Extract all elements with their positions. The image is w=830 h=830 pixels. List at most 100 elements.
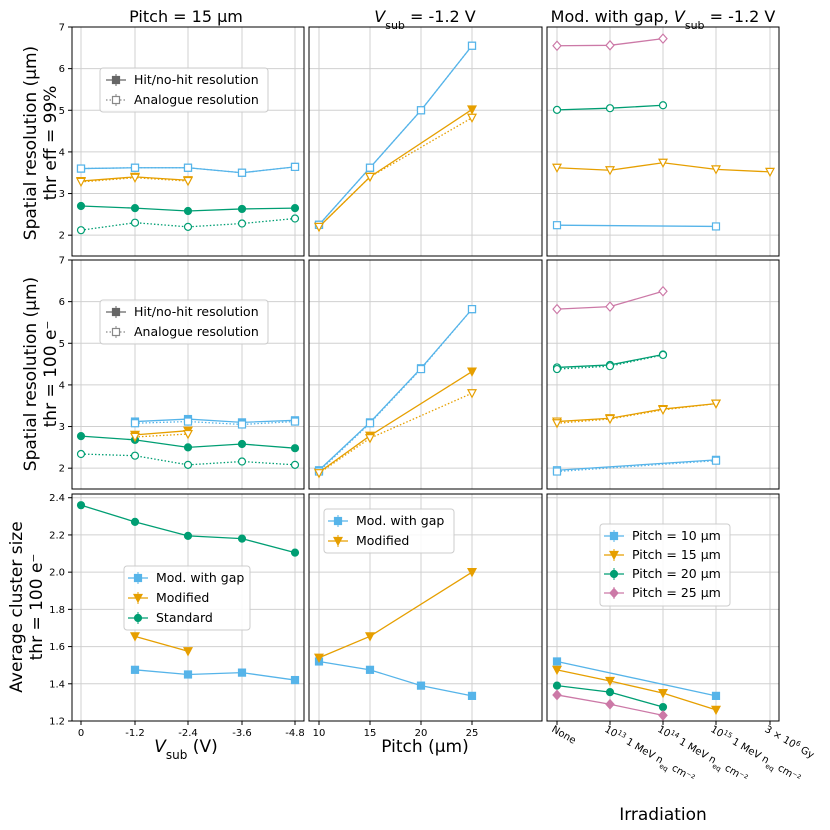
x-tick-label-irradiation: 3 × 106 Gy <box>763 722 817 761</box>
y-tick-label: 1.2 <box>49 717 65 728</box>
series-line <box>318 45 473 226</box>
series-line <box>80 453 296 466</box>
data-point <box>552 221 562 230</box>
y-tick-label: 5 <box>59 106 65 117</box>
series-line <box>318 308 473 472</box>
data-point <box>76 226 86 235</box>
data-point <box>467 691 477 700</box>
data-point <box>552 40 562 52</box>
legend-hit-label: Hit/no-hit resolution <box>134 72 259 87</box>
legend-pitch25-label: Pitch = 25 µm <box>632 585 721 600</box>
row-label-2-a: Spatial resolution (µm) <box>21 277 41 471</box>
legend-analogue-marker <box>111 95 121 105</box>
col-title-2-text: = <box>405 7 429 26</box>
chart-row3-col2 <box>314 568 477 700</box>
data-point <box>416 106 426 115</box>
legend-analogue-label: Analogue resolution <box>134 324 259 339</box>
tick-unit: Gy <box>796 743 816 761</box>
data-point <box>467 113 477 124</box>
series-line <box>318 45 473 226</box>
data-point <box>183 443 193 452</box>
data-point <box>76 164 86 173</box>
legends: Hit/no-hit resolution Analogue resolution… <box>99 67 731 631</box>
col-title-3-eq: = <box>705 7 729 26</box>
data-point <box>658 688 668 699</box>
y-tick-label: 5 <box>59 339 65 350</box>
legend-pitch20-label: Pitch = 20 µm <box>632 566 721 581</box>
data-point <box>467 41 477 50</box>
legend-hit-label: Hit/no-hit resolution <box>134 304 259 319</box>
col-title-2-sub: sub <box>385 19 405 32</box>
legend-modified-label: Modified <box>156 590 209 605</box>
x-tick-label-pitch: 20 <box>415 728 428 739</box>
series-line <box>318 392 473 474</box>
chart-row3-col1 <box>76 501 300 685</box>
y-tick-label: 7 <box>59 23 65 34</box>
axes-frames <box>71 26 780 722</box>
x-tick-label-pitch: 10 <box>313 728 326 739</box>
x-tick-label-irradiation: 1014 1 MeV neq cm⁻² <box>654 722 750 787</box>
data-point <box>130 163 140 172</box>
data-point <box>605 676 615 687</box>
data-point <box>314 222 324 233</box>
x-tick-label-vsub: -1.2 <box>125 728 145 739</box>
row-label-3-a: Average cluster size <box>7 521 27 692</box>
data-point <box>365 419 375 428</box>
data-point <box>552 467 562 476</box>
col-title-1: Pitch = 15 µm <box>129 7 243 26</box>
legend-hit-marker <box>111 307 121 317</box>
data-point <box>290 417 300 426</box>
legend-pitch15-marker <box>609 550 619 561</box>
data-point <box>290 548 300 557</box>
tick-sup: 13 <box>616 729 628 740</box>
data-point <box>183 531 193 540</box>
data-point <box>183 176 193 187</box>
series-line <box>556 402 717 424</box>
data-point <box>605 301 615 313</box>
legend-modgap-marker <box>133 573 143 583</box>
data-point <box>290 444 300 453</box>
data-point <box>658 33 668 45</box>
legend-cluster-vsub <box>123 565 251 631</box>
data-point <box>605 414 615 425</box>
data-point <box>76 201 86 211</box>
data-point <box>552 303 562 315</box>
data-point <box>552 665 562 676</box>
x-tick-label-vsub: 0 <box>78 728 84 739</box>
data-point <box>552 657 562 666</box>
data-point <box>711 456 721 465</box>
y-tick-label: 2 <box>59 464 65 475</box>
data-point <box>605 104 615 113</box>
series-line <box>556 460 717 473</box>
data-point <box>552 105 562 114</box>
tick-base: 10 <box>603 724 620 740</box>
data-point <box>130 218 140 227</box>
tick-unit: 1 MeV n <box>674 735 717 766</box>
data-point <box>290 204 300 213</box>
series-line <box>134 420 296 426</box>
series-line <box>556 459 717 471</box>
series-line <box>318 660 473 697</box>
data-point <box>658 702 668 712</box>
data-point <box>416 681 426 690</box>
data-point <box>467 568 477 578</box>
tick-tail: cm⁻² <box>773 761 803 784</box>
x-label-vsub: Vsub (V) <box>154 737 217 762</box>
series-line <box>318 117 473 228</box>
series-line <box>556 669 717 711</box>
data-point <box>237 457 247 466</box>
legend-resolution-2 <box>99 299 269 345</box>
col-title-2-v: V <box>374 7 386 26</box>
x-label-pitch: Pitch (µm) <box>381 737 468 757</box>
col-title-2: Vsub = -1.2 V <box>374 7 476 32</box>
data-point <box>365 434 375 444</box>
chart-row1-col2 <box>314 41 477 233</box>
tick-sup: 15 <box>722 729 734 740</box>
axes-frame <box>308 259 543 490</box>
data-point <box>605 166 615 176</box>
axes-frame <box>546 26 780 257</box>
tick-tail: cm⁻² <box>667 761 697 784</box>
data-point <box>711 705 721 716</box>
series-line <box>134 669 296 681</box>
legend-modified-label: Modified <box>356 533 409 548</box>
